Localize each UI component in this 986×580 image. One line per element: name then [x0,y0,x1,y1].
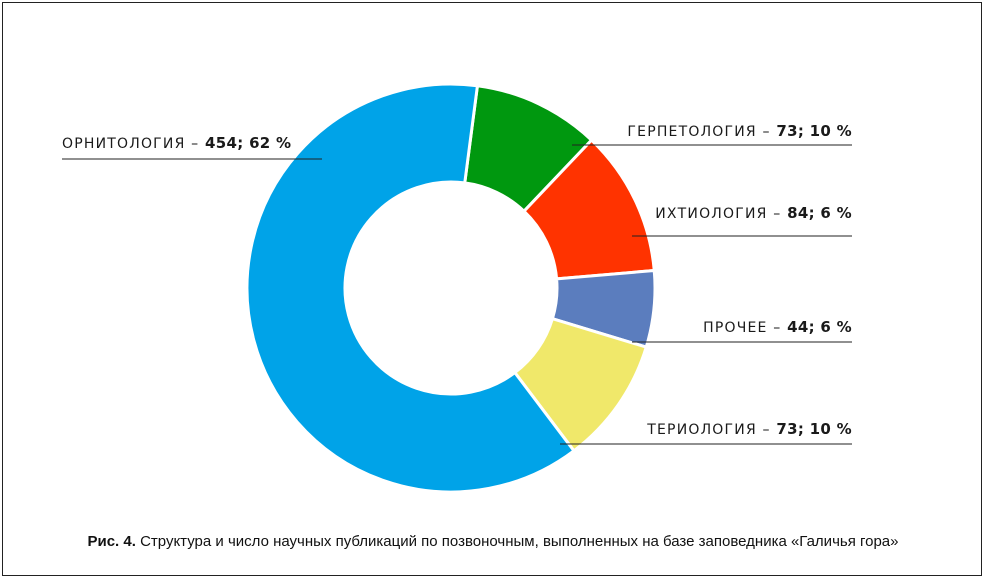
slice-name-0: ОРНИТОЛОГИЯ – [62,136,205,152]
slice-name-2: ИХТИОЛОГИЯ – [655,206,787,222]
figure-caption: Рис. 4. Структура и число научных публик… [0,533,986,550]
slice-label-2: ИХТИОЛОГИЯ – 84; 6 % [655,204,852,222]
slice-value-2: 84; 6 % [787,204,852,222]
caption-text: Структура и число научных публикаций по … [135,533,899,550]
slice-label-4: ТЕРИОЛОГИЯ – 73; 10 % [646,420,852,438]
slice-name-1: ГЕРПЕТОЛОГИЯ – [627,124,776,140]
slice-label-0: ОРНИТОЛОГИЯ – 454; 62 % [62,134,291,152]
slice-label-1: ГЕРПЕТОЛОГИЯ – 73; 10 % [627,122,852,140]
slice-name-3: ПРОЧЕЕ – [703,320,787,336]
slice-name-4: ТЕРИОЛОГИЯ – [646,422,776,438]
slice-value-4: 73; 10 % [776,420,852,438]
slice-value-3: 44; 6 % [787,318,852,336]
slice-0 [245,82,577,494]
figure-number: Рис. 4. [87,533,136,550]
slice-value-0: 454; 62 % [205,134,291,152]
slice-value-1: 73; 10 % [776,122,852,140]
donut-chart: ГЕРПЕТОЛОГИЯ – 73; 10 % ИХТИОЛОГИЯ – 84; … [62,82,852,494]
slice-label-3: ПРОЧЕЕ – 44; 6 % [703,318,852,336]
